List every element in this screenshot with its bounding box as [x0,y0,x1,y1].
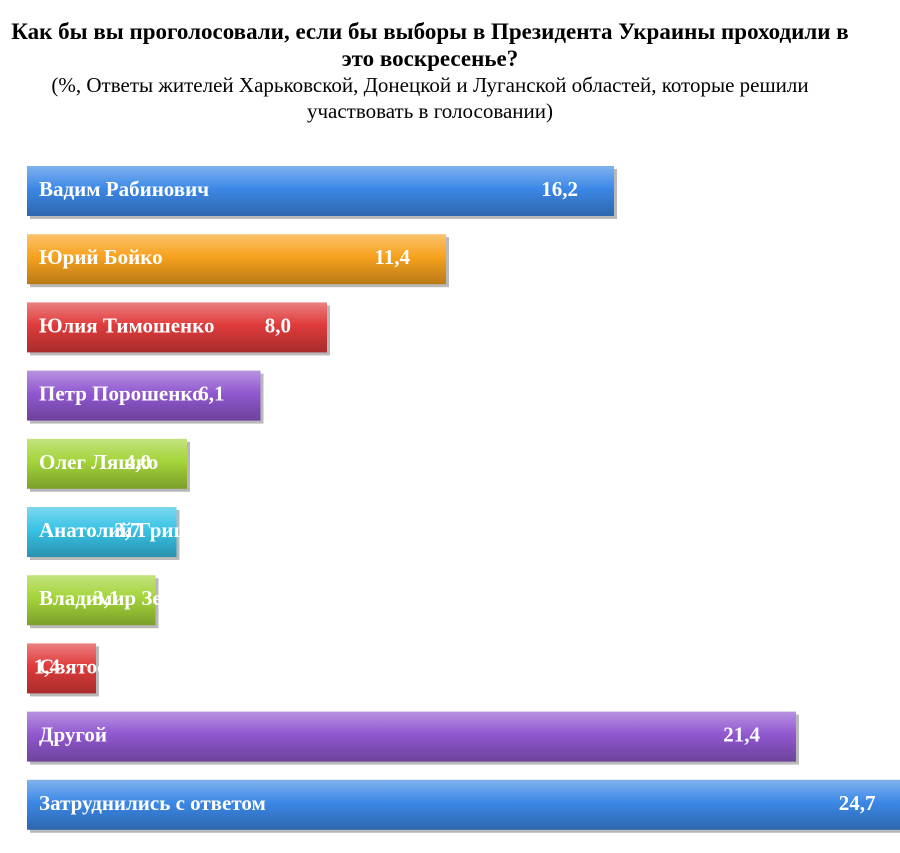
bar-value-label: 3,7 [114,518,140,542]
bar-category-label: Юрий Бойко [39,245,163,269]
bar-value-label: 24,7 [839,791,876,815]
bar-value-label: 16,2 [541,177,578,201]
bar-category-label: Петр Порошенко [39,382,203,406]
bar-value-label: 21,4 [723,723,760,747]
bar [27,575,156,626]
bar-value-label: 4,0 [125,450,151,474]
bar [27,711,796,762]
bar-value-label: 3,1 [93,586,119,610]
bar-category-label: Затруднились с ответом [39,791,266,815]
bar-category-label: Владимир Зеленский [39,586,241,610]
bar-value-label: 1,4 [34,654,61,678]
bar-category-label: Другой [39,723,107,747]
bar [27,370,261,421]
bar-value-label: 6,1 [198,382,224,406]
bar-category-label: Святослав Вакарчук [39,654,239,678]
bar [27,302,327,353]
bar [27,779,900,830]
bar [27,234,446,285]
bar-category-label: Анатолий Гриценко [39,518,229,542]
bar-category-label: Вадим Рабинович [39,177,209,201]
bar [27,507,177,557]
bar-value-label: 11,4 [374,245,410,269]
bar-category-label: Олег Ляшко [39,450,158,474]
bar [27,166,614,216]
bar [27,643,96,694]
chart-title-block: Как бы вы проголосовали, если бы выборы … [0,18,860,124]
bar [27,438,187,489]
bar-value-label: 8,0 [265,313,291,337]
chart-title: Как бы вы проголосовали, если бы выборы … [11,19,849,71]
bar-category-label: Юлия Тимошенко [39,313,214,337]
chart-subtitle: (%, Ответы жителей Харьковской, Донецкой… [51,73,809,123]
